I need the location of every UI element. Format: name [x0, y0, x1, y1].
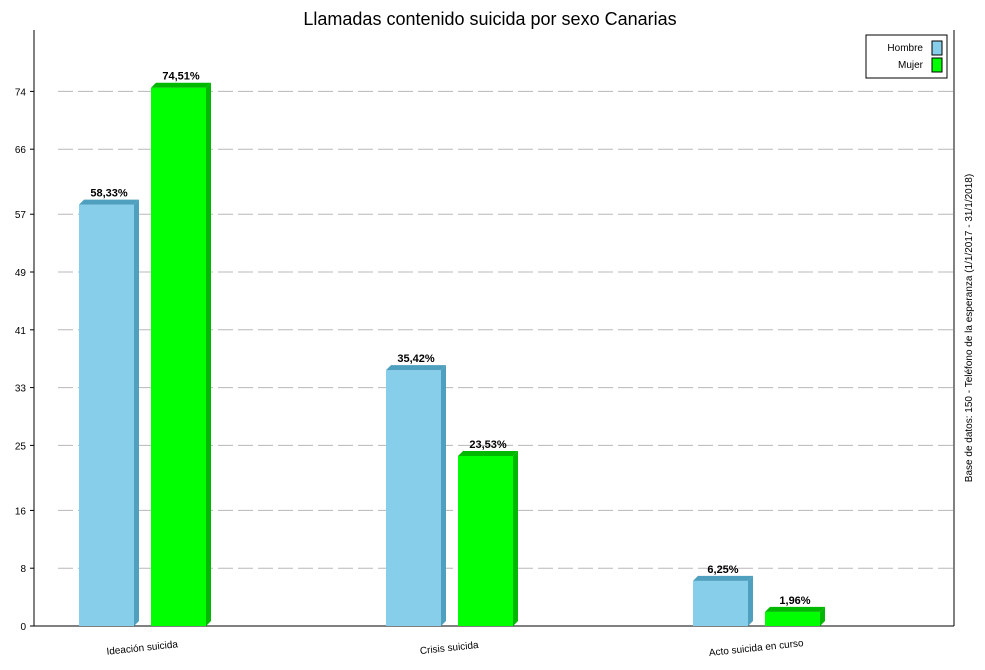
legend-swatch — [931, 57, 943, 73]
bar — [79, 204, 134, 627]
bar-side — [134, 199, 139, 627]
bar — [765, 611, 820, 626]
bar-top — [151, 82, 211, 88]
bar — [386, 370, 441, 626]
bar — [693, 580, 748, 626]
bar — [458, 456, 513, 626]
chart-title: Llamadas contenido suicida por sexo Cana… — [303, 9, 676, 29]
category-labels: Ideación suicida Crisis suicida Acto suici… — [106, 638, 805, 659]
bar-top — [79, 199, 139, 205]
data-label: 1,96% — [779, 595, 810, 607]
legend-swatch — [931, 40, 943, 56]
bar-side — [748, 575, 753, 626]
y-tick-label: 49 — [15, 268, 27, 279]
category-label: Ideación suicida — [106, 639, 179, 657]
data-label: 35,42% — [397, 353, 435, 365]
y-tick-label: 0 — [20, 622, 26, 633]
bar — [151, 87, 206, 627]
data-label: 74,51% — [162, 71, 200, 83]
y-tick-label: 41 — [15, 326, 27, 337]
category-label: Crisis suicida — [419, 640, 479, 657]
bar-side — [441, 365, 446, 626]
category-label: Acto suicida en curso — [708, 638, 804, 659]
bar-side — [820, 606, 825, 626]
y-tick-label: 57 — [15, 210, 27, 221]
y-tick-label: 33 — [15, 384, 27, 395]
y-tick-label: 25 — [15, 441, 27, 452]
bars — [79, 82, 825, 627]
data-label: 6,25% — [707, 564, 738, 576]
y-tick-label: 8 — [20, 564, 26, 575]
y-tick-label: 16 — [15, 506, 27, 517]
bar-side — [513, 451, 518, 626]
bar-top — [458, 451, 518, 457]
bar-top — [386, 365, 446, 371]
y-tick-label: 66 — [15, 145, 27, 156]
side-note: Base de datos: 150 - Teléfono de la espe… — [964, 174, 975, 482]
data-labels: 58,33% 74,51% 35,42% 23,53% 6,25% 1,96% — [90, 71, 810, 607]
legend-label: Mujer — [898, 60, 924, 71]
bar-side — [206, 82, 211, 627]
bar-top — [765, 606, 825, 612]
legend-label: Hombre — [887, 43, 923, 54]
legend: Hombre Mujer — [865, 34, 948, 79]
y-tick-label: 74 — [15, 87, 27, 98]
data-label: 58,33% — [90, 188, 128, 200]
data-label: 23,53% — [469, 439, 507, 451]
bar-top — [693, 575, 753, 581]
